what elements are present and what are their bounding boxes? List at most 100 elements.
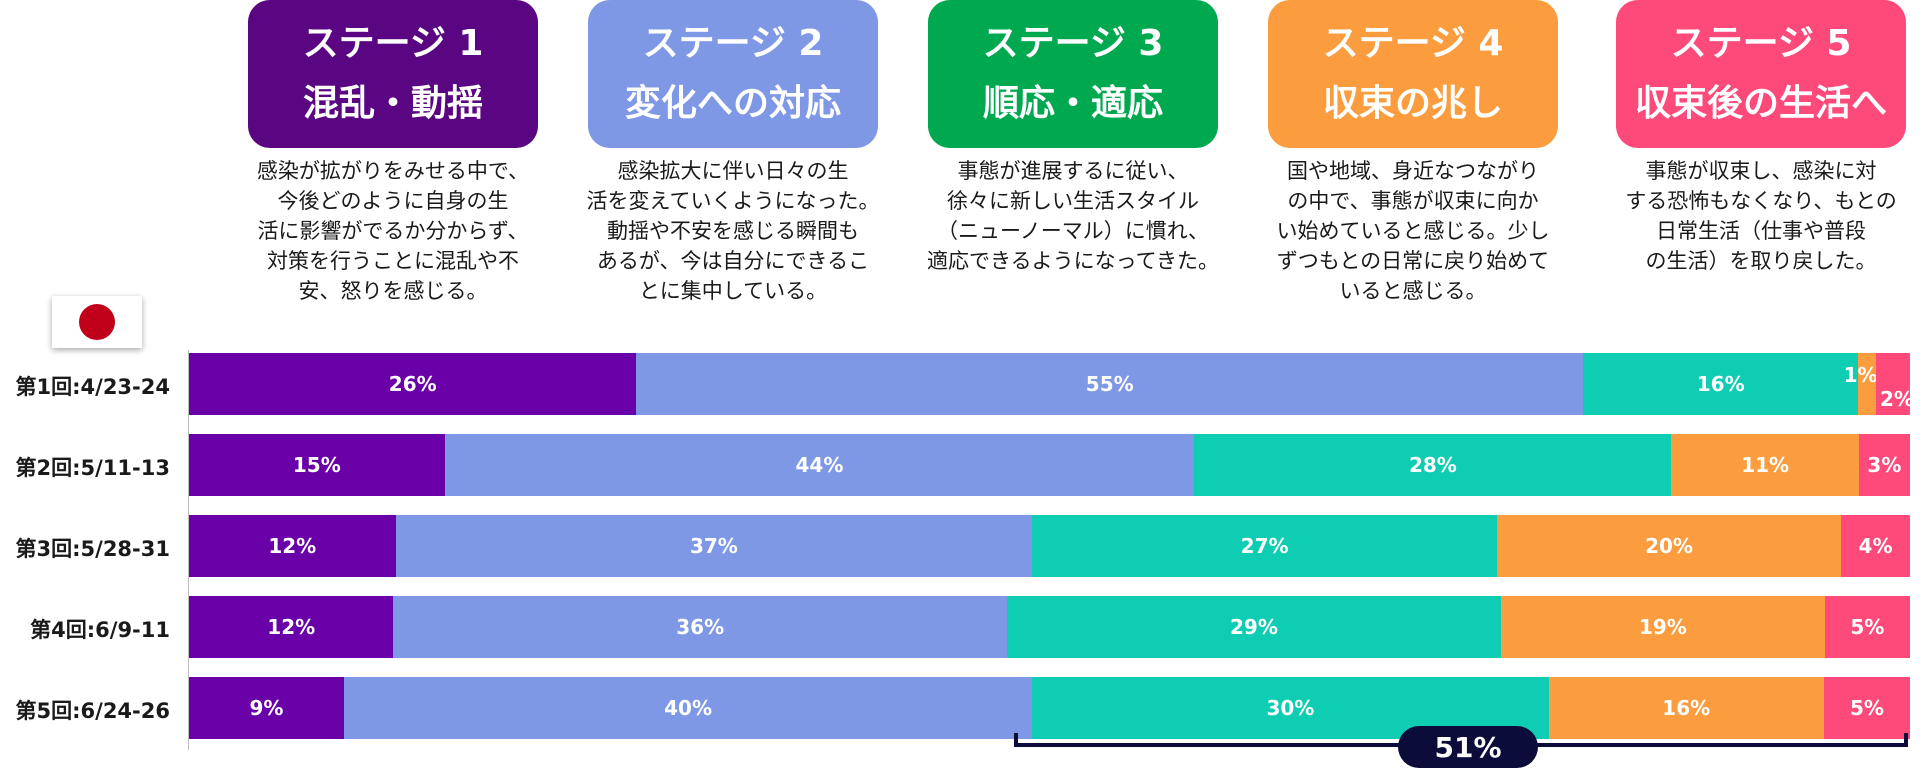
bar-segment: 15%: [189, 434, 445, 496]
stage-description-line: の中で、事態が収束に向か: [1287, 189, 1539, 213]
stage-label: ステージ 3: [982, 23, 1164, 64]
data-label: 44%: [795, 453, 844, 477]
bar-segment: 12%: [189, 596, 394, 658]
stage-label: ステージ 5: [1670, 23, 1852, 64]
annotation-pill: 51%: [1398, 726, 1538, 768]
stage-description-line: 事態が収束し、感染に対: [1645, 159, 1877, 183]
data-label: 1%: [1843, 363, 1878, 387]
data-label: 2%: [1880, 387, 1914, 411]
bar-segment: 16%: [1548, 677, 1824, 739]
bar-segment: 2%: [1875, 353, 1914, 415]
row-label: 第3回:5/28-31: [15, 537, 170, 561]
stage-box-4: ステージ 4 収束の兆し: [1268, 0, 1558, 148]
stage-description-line: ずつもとの日常に戻り始めて: [1276, 249, 1550, 273]
data-label: 9%: [249, 696, 284, 720]
data-label: 29%: [1230, 615, 1278, 639]
bar-segment: 44%: [444, 434, 1195, 496]
bar-segment: 36%: [393, 596, 1007, 658]
bar-segment: 16%: [1583, 353, 1859, 415]
bar-row: 12% 36% 29% 19% 5%: [189, 596, 1910, 658]
stage-box-1: ステージ 1 混乱・動揺: [248, 0, 538, 148]
data-label: 27%: [1240, 534, 1289, 558]
stage-description-line: 適応できるようになってきた。: [927, 249, 1219, 273]
stage-description-line: 日常生活（仕事や普段: [1656, 219, 1866, 243]
bar-segment: 28%: [1194, 434, 1672, 496]
stage-description-line: 動揺や不安を感じる瞬間も: [607, 219, 859, 243]
data-label: 12%: [267, 615, 316, 639]
stage-label: ステージ 4: [1322, 23, 1504, 64]
data-label: 55%: [1085, 372, 1134, 396]
bar-segment: 29%: [1006, 596, 1502, 658]
row-label: 第4回:6/9-11: [30, 618, 170, 642]
data-label: 26%: [388, 372, 437, 396]
bar-row: 12% 37% 27% 20% 4%: [189, 515, 1910, 577]
data-label: 19%: [1638, 615, 1687, 639]
data-label: 5%: [1849, 696, 1884, 720]
bar-row: 26% 55% 16% 1% 2%: [189, 353, 1914, 415]
data-label: 28%: [1408, 453, 1457, 477]
stage-description-3: 事態が進展するに従い、 徐々に新しい生活スタイル （ニューノーマル）に慣れ、 適応でき…: [918, 156, 1228, 276]
data-label: 5%: [1850, 615, 1885, 639]
bar-segment: 3%: [1858, 434, 1910, 496]
data-label: 12%: [268, 534, 317, 558]
data-label: 16%: [1662, 696, 1711, 720]
stage-description-line: 活を変えていくようになった。: [586, 189, 880, 213]
bar-segment: 26%: [189, 353, 637, 415]
stage-description-line: する恐怖もなくなり、もとの: [1625, 189, 1897, 213]
data-label: 11%: [1741, 453, 1790, 477]
stage-description-4: 国や地域、身近なつながり の中で、事態が収束に向か い始めていると感じる。少し ずつも…: [1258, 156, 1568, 306]
japan-flag-icon: [52, 296, 142, 348]
data-label: 15%: [292, 453, 341, 477]
bar-row: 15% 44% 28% 11% 3%: [189, 434, 1910, 496]
data-label: 40%: [664, 696, 712, 720]
data-label: 36%: [676, 615, 725, 639]
bar-segment: 20%: [1496, 515, 1842, 577]
stage-description-line: 国や地域、身近なつながり: [1287, 159, 1539, 183]
stage-box-5: ステージ 5 収束後の生活へ: [1616, 0, 1906, 148]
stage-name: 順応・適応: [982, 83, 1163, 124]
bar-segment: 9%: [189, 677, 344, 739]
stage-description-line: 活に影響がでるか分からず、: [257, 219, 529, 243]
stage-name: 混乱・動揺: [302, 83, 483, 124]
row-label: 第2回:5/11-13: [15, 456, 170, 480]
stage-label: ステージ 1: [302, 23, 484, 64]
stage-description-line: い始めていると感じる。少し: [1276, 219, 1550, 243]
stage-description-line: 対策を行うことに混乱や不: [267, 249, 519, 273]
stage-description-line: 感染が拡がりをみせる中で、: [256, 159, 530, 183]
stage-box-2: ステージ 2 変化への対応: [588, 0, 878, 148]
stage-box-3: ステージ 3 順応・適応: [928, 0, 1218, 148]
bar-segment: 1%: [1844, 353, 1878, 415]
stage-description-line: （ニューノーマル）に慣れ、: [937, 219, 1209, 243]
stage-description-line: 事態が進展するに従い、: [957, 159, 1189, 183]
bar-segment: 19%: [1501, 596, 1825, 658]
data-label: 3%: [1867, 453, 1902, 477]
data-label: 37%: [689, 534, 738, 558]
stage-description-line: 感染拡大に伴い日々の生: [617, 159, 849, 183]
bar-segment: 40%: [343, 677, 1033, 739]
bar-segment: 11%: [1671, 434, 1859, 496]
stage-description-line: いると感じる。: [1339, 279, 1487, 303]
bar-segment: 5%: [1823, 677, 1910, 739]
data-label: 4%: [1858, 534, 1893, 558]
stage-description-2: 感染拡大に伴い日々の生活を変えていくようになった。 動揺や不安を感じる瞬間も あるが…: [578, 156, 888, 306]
row-label: 第5回:6/24-26: [15, 699, 170, 723]
data-label: 20%: [1645, 534, 1693, 558]
stage-name: 変化への対応: [624, 83, 841, 124]
stage-description-line: あるが、今は自分にできるこ: [596, 249, 870, 273]
bar-segment: 12%: [189, 515, 396, 577]
bar-segment: 5%: [1824, 596, 1910, 658]
stage-description-line: 安、怒りを感じる。: [298, 279, 488, 303]
stage-description-line: の生活）を取り戻した。: [1645, 249, 1877, 273]
data-label: 30%: [1266, 696, 1315, 720]
stage-description-line: とに集中している。: [638, 279, 828, 303]
bar-segment: 37%: [395, 515, 1033, 577]
bar-segment: 27%: [1032, 515, 1497, 577]
bar-row: 9% 40% 30% 16% 5%: [189, 677, 1910, 739]
stage-description-1: 感染が拡がりをみせる中で、 今後どのように自身の生 活に影響がでるか分からず、 対策を…: [238, 156, 548, 306]
bar-segment: 4%: [1841, 515, 1910, 577]
stage-description-line: 徐々に新しい生活スタイル: [947, 189, 1199, 213]
data-label: 16%: [1696, 372, 1745, 396]
bar-segment: 55%: [636, 353, 1583, 415]
stage-description-5: 事態が収束し、感染に対 する恐怖もなくなり、もとの 日常生活（仕事や普段 の生活）を取…: [1606, 156, 1916, 276]
stage-label: ステージ 2: [642, 23, 824, 64]
